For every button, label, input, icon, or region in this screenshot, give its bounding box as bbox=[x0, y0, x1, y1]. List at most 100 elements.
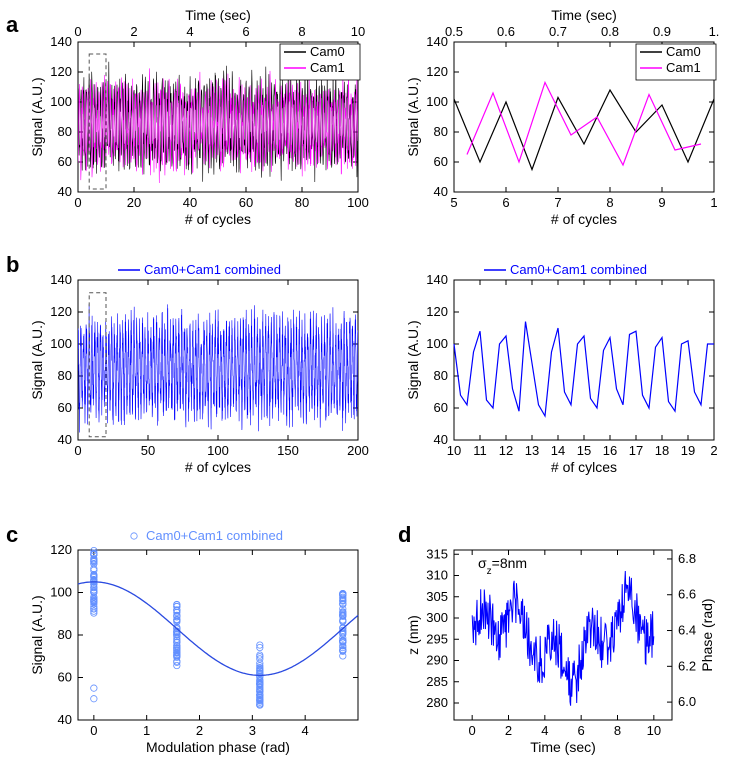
svg-text:Signal (A.U.): Signal (A.U.) bbox=[29, 320, 45, 399]
svg-text:80: 80 bbox=[58, 124, 72, 139]
svg-text:100: 100 bbox=[50, 336, 72, 351]
svg-text:Signal (A.U.): Signal (A.U.) bbox=[405, 320, 421, 399]
svg-text:12: 12 bbox=[499, 443, 513, 458]
svg-text:150: 150 bbox=[277, 443, 299, 458]
svg-text:295: 295 bbox=[426, 631, 448, 646]
svg-text:60: 60 bbox=[434, 400, 448, 415]
svg-text:120: 120 bbox=[50, 304, 72, 319]
svg-text:300: 300 bbox=[426, 610, 448, 625]
svg-text:100: 100 bbox=[50, 585, 72, 600]
svg-text:290: 290 bbox=[426, 653, 448, 668]
svg-text:0: 0 bbox=[469, 723, 476, 738]
svg-text:200: 200 bbox=[347, 443, 369, 458]
svg-text:0: 0 bbox=[74, 195, 81, 210]
svg-text:9: 9 bbox=[658, 195, 665, 210]
svg-text:60: 60 bbox=[239, 195, 253, 210]
svg-text:6.8: 6.8 bbox=[678, 551, 696, 566]
svg-text:0.9: 0.9 bbox=[653, 24, 671, 39]
svg-text:60: 60 bbox=[58, 400, 72, 415]
svg-text:2: 2 bbox=[710, 443, 717, 458]
svg-text:40: 40 bbox=[434, 432, 448, 447]
svg-text:285: 285 bbox=[426, 674, 448, 689]
svg-text:10: 10 bbox=[647, 723, 661, 738]
svg-text:100: 100 bbox=[207, 443, 229, 458]
svg-text:4: 4 bbox=[186, 24, 193, 39]
svg-text:15: 15 bbox=[577, 443, 591, 458]
svg-text:120: 120 bbox=[426, 64, 448, 79]
svg-text:5: 5 bbox=[450, 195, 457, 210]
svg-text:Cam1: Cam1 bbox=[310, 60, 345, 75]
svg-text:19: 19 bbox=[681, 443, 695, 458]
chart-a-left: 0204060801004060801001201400246810Time (… bbox=[24, 0, 384, 240]
svg-text:140: 140 bbox=[50, 272, 72, 287]
panel-label-b: b bbox=[6, 252, 19, 278]
svg-text:17: 17 bbox=[629, 443, 643, 458]
svg-text:20: 20 bbox=[127, 195, 141, 210]
svg-text:Cam1: Cam1 bbox=[666, 60, 701, 75]
svg-text:Signal (A.U.): Signal (A.U.) bbox=[29, 77, 45, 156]
svg-text:10: 10 bbox=[447, 443, 461, 458]
chart-d: 02468102802852902953003053103156.06.26.4… bbox=[400, 510, 740, 780]
svg-text:# of cylces: # of cylces bbox=[185, 459, 251, 475]
svg-text:40: 40 bbox=[58, 432, 72, 447]
svg-text:z (nm): z (nm) bbox=[405, 615, 421, 655]
svg-text:1: 1 bbox=[143, 723, 150, 738]
svg-text:100: 100 bbox=[50, 94, 72, 109]
svg-text:Time (sec): Time (sec) bbox=[185, 7, 251, 23]
svg-text:6.6: 6.6 bbox=[678, 587, 696, 602]
svg-text:Phase (rad): Phase (rad) bbox=[699, 598, 715, 671]
svg-text:40: 40 bbox=[58, 184, 72, 199]
svg-text:Cam0+Cam1 combined: Cam0+Cam1 combined bbox=[510, 262, 647, 277]
svg-text:Signal (A.U.): Signal (A.U.) bbox=[29, 595, 45, 674]
svg-text:8: 8 bbox=[614, 723, 621, 738]
svg-text:2: 2 bbox=[505, 723, 512, 738]
svg-text:0.5: 0.5 bbox=[445, 24, 463, 39]
svg-text:Cam0+Cam1 combined: Cam0+Cam1 combined bbox=[144, 262, 281, 277]
svg-text:6: 6 bbox=[578, 723, 585, 738]
svg-text:Time (sec): Time (sec) bbox=[530, 739, 596, 755]
svg-text:100: 100 bbox=[426, 94, 448, 109]
svg-text:# of cycles: # of cycles bbox=[185, 211, 251, 227]
svg-text:0.7: 0.7 bbox=[549, 24, 567, 39]
svg-text:7: 7 bbox=[554, 195, 561, 210]
chart-c: 0 1 2 3 4 40 60 80 100 120 Modulation phase (rad) S… bbox=[24, 510, 384, 780]
svg-text:140: 140 bbox=[426, 272, 448, 287]
svg-text:0.6: 0.6 bbox=[497, 24, 515, 39]
svg-text:1.: 1. bbox=[709, 24, 720, 39]
svg-text:60: 60 bbox=[58, 670, 72, 685]
panel-label-c: c bbox=[6, 522, 18, 548]
svg-text:# of cycles: # of cycles bbox=[551, 211, 617, 227]
chart-a-right: 5678914060801001201400.50.60.70.80.91.Ti… bbox=[400, 0, 740, 240]
svg-text:310: 310 bbox=[426, 568, 448, 583]
svg-text:18: 18 bbox=[655, 443, 669, 458]
chart-b-left: 050100150200406080100120140# of cylcesSi… bbox=[24, 252, 384, 492]
chart-b-right: 101112131415161718192406080100120140# of… bbox=[400, 252, 740, 492]
svg-text:2: 2 bbox=[130, 24, 137, 39]
svg-text:Cam0: Cam0 bbox=[310, 44, 345, 59]
svg-text:13: 13 bbox=[525, 443, 539, 458]
svg-text:0: 0 bbox=[90, 723, 97, 738]
svg-text:8: 8 bbox=[606, 195, 613, 210]
svg-text:0: 0 bbox=[74, 443, 81, 458]
svg-text:40: 40 bbox=[58, 712, 72, 727]
svg-text:80: 80 bbox=[58, 627, 72, 642]
svg-text:60: 60 bbox=[58, 154, 72, 169]
svg-text:120: 120 bbox=[426, 304, 448, 319]
svg-text:Cam0: Cam0 bbox=[666, 44, 701, 59]
svg-text:Modulation phase (rad): Modulation phase (rad) bbox=[146, 739, 290, 755]
figure-root: a b c d 02040608010040608010012014002468… bbox=[0, 0, 750, 779]
svg-text:6.4: 6.4 bbox=[678, 623, 696, 638]
svg-text:16: 16 bbox=[603, 443, 617, 458]
svg-text:10: 10 bbox=[351, 24, 365, 39]
svg-text:6.2: 6.2 bbox=[678, 658, 696, 673]
svg-text:40: 40 bbox=[183, 195, 197, 210]
svg-text:60: 60 bbox=[434, 154, 448, 169]
svg-text:100: 100 bbox=[347, 195, 369, 210]
svg-text:3: 3 bbox=[249, 723, 256, 738]
svg-text:140: 140 bbox=[50, 34, 72, 49]
svg-text:2: 2 bbox=[196, 723, 203, 738]
svg-text:305: 305 bbox=[426, 589, 448, 604]
svg-text:4: 4 bbox=[302, 723, 309, 738]
svg-text:6.0: 6.0 bbox=[678, 694, 696, 709]
svg-text:120: 120 bbox=[50, 542, 72, 557]
